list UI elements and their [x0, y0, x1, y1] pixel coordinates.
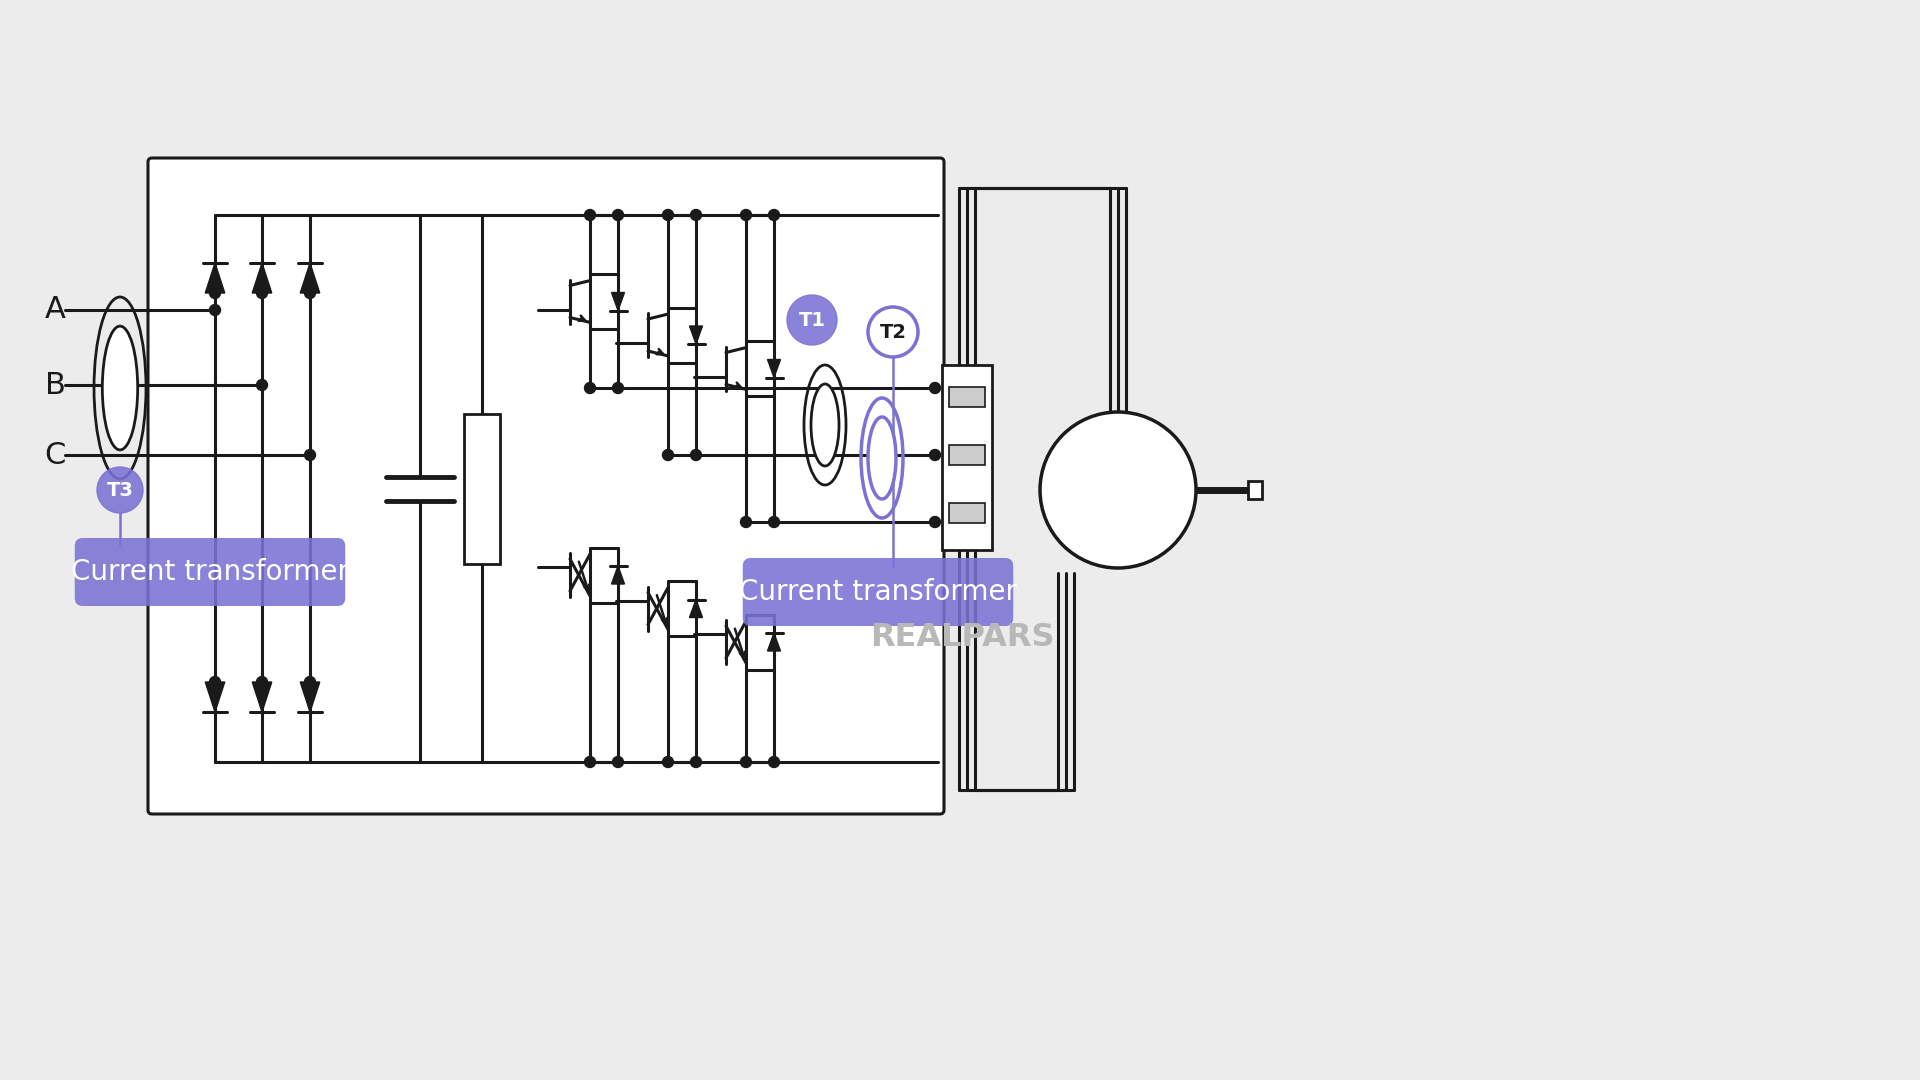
- Circle shape: [691, 210, 701, 220]
- Circle shape: [741, 516, 751, 527]
- Bar: [948, 445, 985, 465]
- Circle shape: [691, 449, 701, 460]
- Ellipse shape: [810, 384, 839, 465]
- Circle shape: [209, 287, 221, 298]
- Circle shape: [662, 756, 674, 768]
- Circle shape: [741, 210, 751, 220]
- Bar: [943, 365, 993, 550]
- Polygon shape: [611, 566, 624, 584]
- Bar: [948, 503, 985, 523]
- Ellipse shape: [868, 417, 897, 499]
- Bar: [948, 387, 985, 407]
- Circle shape: [768, 516, 780, 527]
- FancyBboxPatch shape: [75, 538, 346, 606]
- Circle shape: [305, 449, 315, 460]
- Text: T2: T2: [879, 323, 906, 341]
- Polygon shape: [689, 599, 703, 618]
- Circle shape: [209, 305, 221, 315]
- FancyBboxPatch shape: [743, 558, 1014, 626]
- Ellipse shape: [102, 326, 138, 450]
- Text: REALPARS: REALPARS: [870, 622, 1054, 653]
- Text: T1: T1: [799, 311, 826, 329]
- Polygon shape: [205, 264, 225, 293]
- Polygon shape: [300, 681, 321, 712]
- Circle shape: [787, 295, 837, 345]
- Circle shape: [662, 210, 674, 220]
- Polygon shape: [768, 633, 781, 651]
- Polygon shape: [768, 360, 781, 378]
- Bar: [1248, 481, 1261, 499]
- Circle shape: [98, 467, 142, 513]
- Text: T3: T3: [108, 481, 132, 499]
- Text: C: C: [44, 441, 65, 470]
- Polygon shape: [252, 264, 273, 293]
- Circle shape: [257, 287, 267, 298]
- Bar: [465, 414, 499, 564]
- Circle shape: [929, 516, 941, 527]
- Circle shape: [1041, 411, 1196, 568]
- Polygon shape: [611, 293, 624, 311]
- Circle shape: [612, 382, 624, 393]
- Circle shape: [584, 756, 595, 768]
- Circle shape: [768, 756, 780, 768]
- Circle shape: [662, 449, 674, 460]
- Circle shape: [929, 382, 941, 393]
- FancyBboxPatch shape: [148, 158, 945, 814]
- Circle shape: [257, 379, 267, 391]
- Text: Current transformer: Current transformer: [71, 558, 349, 586]
- Polygon shape: [300, 264, 321, 293]
- Text: A: A: [44, 296, 65, 324]
- Circle shape: [584, 382, 595, 393]
- Circle shape: [741, 756, 751, 768]
- Circle shape: [768, 210, 780, 220]
- Polygon shape: [205, 681, 225, 712]
- Circle shape: [305, 287, 315, 298]
- Polygon shape: [252, 681, 273, 712]
- Circle shape: [584, 210, 595, 220]
- Circle shape: [612, 756, 624, 768]
- Circle shape: [257, 676, 267, 688]
- Circle shape: [305, 676, 315, 688]
- Circle shape: [612, 210, 624, 220]
- Circle shape: [929, 449, 941, 460]
- Circle shape: [209, 676, 221, 688]
- Polygon shape: [689, 326, 703, 345]
- Text: B: B: [44, 370, 65, 400]
- Circle shape: [691, 756, 701, 768]
- Text: Current transformer: Current transformer: [739, 578, 1018, 606]
